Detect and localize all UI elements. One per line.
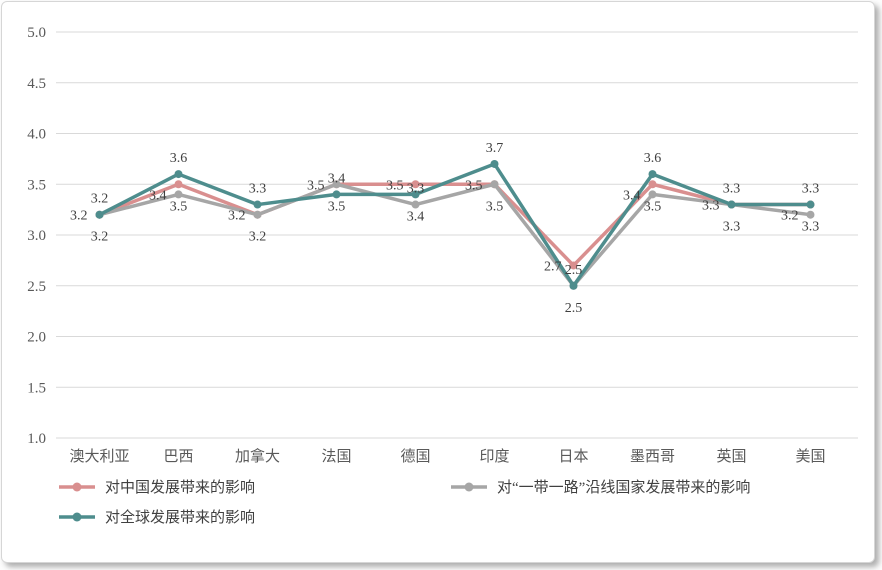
data-label: 2.5: [565, 301, 583, 316]
data-point: [490, 180, 499, 189]
data-point: [648, 190, 657, 199]
data-label: 3.3: [407, 182, 425, 197]
chart-legend: 对中国发展带来的影响 对“一带一路”沿线国家发展带来的影响对全球发展带来的影响: [2, 470, 874, 527]
data-point: [727, 200, 736, 209]
data-point: [332, 180, 341, 189]
data-label: 3.3: [802, 182, 820, 197]
data-point: [174, 170, 183, 179]
data-point: [648, 180, 657, 189]
data-point: [806, 210, 815, 219]
data-label: 3.4: [149, 188, 167, 203]
line-chart-svg: 5.0 4.5 4.0 3.5 3.0 2.5 2.0 1.5 1.0 澳大利亚 巴西 加拿大 法国 德国…: [27, 25, 858, 465]
legend-label: 对“一带一路”沿线国家发展带来的影响: [497, 480, 751, 496]
data-label: 3.5: [644, 199, 662, 214]
y-tick-label: 2.5: [27, 279, 46, 295]
data-point: [411, 190, 420, 199]
data-label: 3.2: [249, 230, 267, 245]
series-line: [97, 182, 813, 288]
data-label: 3.2: [91, 230, 109, 245]
y-tick-label: 1.5: [27, 380, 46, 396]
data-point: [253, 200, 262, 209]
x-category-label: 日本: [558, 448, 588, 465]
x-category-label: 墨西哥: [630, 449, 675, 465]
data-label: 3.3: [802, 220, 820, 235]
data-point: [569, 261, 578, 270]
data-point: [648, 170, 657, 179]
data-label: 3.3: [702, 199, 720, 214]
data-label: 3.5: [328, 199, 346, 214]
y-tick-label: 2.0: [27, 330, 46, 346]
data-label: 3.5: [386, 178, 404, 193]
legend-item: 对全球发展带来的影响: [58, 506, 450, 527]
data-label: 3.3: [723, 220, 741, 235]
legend-label: 对中国发展带来的影响: [105, 480, 256, 496]
legend-dot: [72, 512, 82, 521]
legend-item: 对“一带一路”沿线国家发展带来的影响: [450, 476, 874, 497]
data-point: [569, 281, 578, 290]
x-category-label: 巴西: [163, 449, 193, 465]
data-label: 2.5: [565, 263, 583, 278]
data-label: 3.4: [623, 188, 641, 203]
x-category-label: 澳大利亚: [69, 448, 129, 465]
data-point: [174, 190, 183, 199]
data-label: 3.3: [723, 182, 741, 197]
legend-marker-icon: [59, 512, 95, 521]
data-label: 3.2: [91, 192, 109, 207]
data-label: 3.7: [486, 141, 504, 156]
y-tick-label: 3.5: [27, 177, 46, 193]
data-label: 3.4: [328, 171, 346, 186]
data-label: 3.2: [228, 209, 246, 224]
data-point: [411, 180, 420, 189]
data-label: 3.2: [70, 209, 88, 224]
y-tick-label: 3.0: [27, 228, 46, 244]
series-line: [97, 182, 813, 268]
data-label: 3.4: [407, 209, 425, 224]
data-point: [253, 210, 262, 219]
data-point: [95, 210, 104, 219]
x-category-label: 法国: [321, 448, 351, 465]
data-label: 3.5: [307, 178, 325, 193]
data-label: 3.5: [465, 178, 483, 193]
data-label: 3.6: [644, 151, 662, 166]
data-point: [174, 180, 183, 189]
y-tick-label: 4.5: [27, 76, 46, 92]
data-point: [332, 190, 341, 199]
data-point: [490, 159, 499, 168]
x-category-label: 英国: [716, 447, 746, 465]
y-tick-label: 5.0: [27, 25, 46, 41]
data-point: [806, 200, 815, 209]
x-category-label: 德国: [400, 447, 430, 465]
series-line: [97, 162, 813, 288]
x-category-label: 美国: [795, 448, 825, 465]
data-label: 3.2: [781, 209, 799, 224]
legend-marker-icon: [451, 482, 487, 491]
data-label: 2.7: [544, 259, 562, 274]
chart-card: 5.0 4.5 4.0 3.5 3.0 2.5 2.0 1.5 1.0 澳大利亚 巴西 加拿大 法国 德国…: [1, 1, 875, 563]
data-label: 3.5: [486, 199, 504, 214]
data-label: 3.3: [249, 182, 267, 197]
x-category-label: 印度: [479, 448, 509, 465]
data-label: 3.6: [170, 151, 188, 166]
legend-marker-icon: [59, 482, 95, 491]
data-label: 3.5: [170, 199, 188, 214]
legend-item: 对中国发展带来的影响: [58, 476, 450, 497]
legend-dot: [464, 482, 474, 491]
x-category-label: 加拿大: [235, 447, 280, 465]
legend-dot: [72, 482, 82, 491]
y-tick-label: 4.0: [27, 127, 46, 143]
y-tick-label: 1.0: [27, 431, 46, 447]
legend-label: 对全球发展带来的影响: [105, 510, 256, 526]
data-point: [411, 200, 420, 209]
